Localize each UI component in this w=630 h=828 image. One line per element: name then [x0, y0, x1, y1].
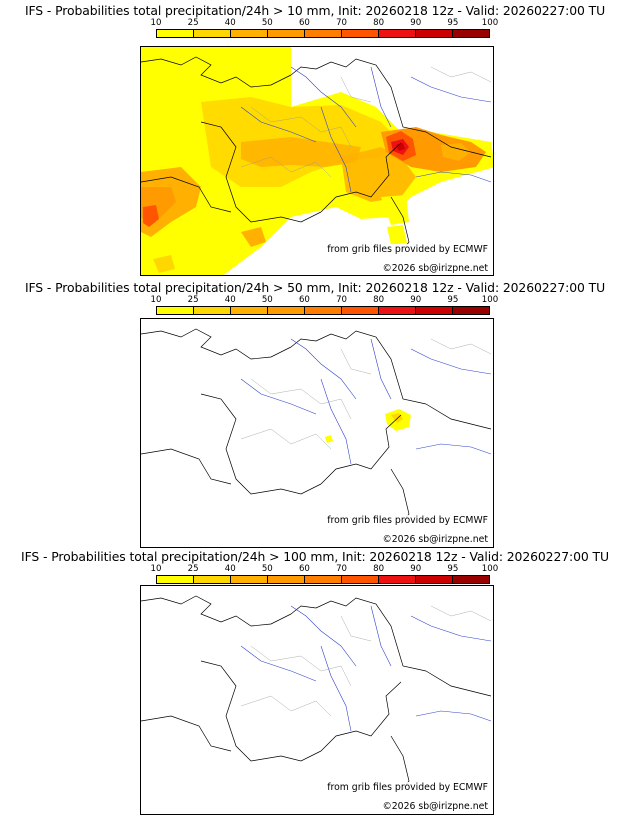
copyright-credit: ©2026 sb@irizpne.net — [381, 801, 489, 812]
borders — [141, 56, 492, 253]
colorbar-swatch — [157, 576, 194, 583]
colorbar-legend: 10 25 40 50 60 70 80 90 95 100 — [151, 564, 499, 588]
precip-map — [141, 595, 492, 792]
colorbar-legend: 10 25 40 50 60 70 80 90 95 100 — [151, 295, 499, 319]
colorbar-tick: 10 — [150, 18, 162, 28]
colorbar-legend: 10 25 40 50 60 70 80 90 95 100 — [151, 18, 499, 42]
colorbar-tick: 90 — [410, 295, 422, 305]
precip-map — [141, 328, 492, 525]
colorbar-tick: 40 — [224, 295, 236, 305]
colorbar-tick: 60 — [298, 295, 310, 305]
colorbar-tick: 10 — [150, 564, 162, 574]
colorbar-tick: 60 — [298, 18, 310, 28]
colorbar-tick: 100 — [481, 295, 499, 305]
panel-title: IFS - Probabilities total precipitation/… — [24, 3, 606, 18]
colorbar-tick: 95 — [447, 18, 459, 28]
colorbar-tick: 90 — [410, 564, 422, 574]
borders — [141, 595, 492, 792]
colorbar-tick: 100 — [481, 564, 499, 574]
data-source-credit: from grib files provided by ECMWF — [326, 782, 489, 793]
colorbar-tick: 25 — [187, 564, 199, 574]
colorbar-swatch — [342, 307, 379, 314]
colorbar-tick: 50 — [261, 564, 273, 574]
colorbar-swatch — [416, 30, 453, 37]
colorbar-swatch — [453, 30, 489, 37]
colorbar-swatch — [231, 576, 268, 583]
colorbar-tick: 95 — [447, 564, 459, 574]
colorbar-tick: 80 — [373, 295, 385, 305]
colorbar-tick: 70 — [336, 295, 347, 305]
colorbar-tick: 90 — [410, 18, 422, 28]
colorbar-ticks: 10 25 40 50 60 70 80 90 95 100 — [151, 18, 499, 28]
colorbar-tick: 40 — [224, 564, 236, 574]
rivers — [240, 605, 492, 732]
colorbar-swatch — [379, 30, 416, 37]
map-panel-100mm: IFS - Probabilities total precipitation/… — [0, 546, 630, 822]
colorbar-tick: 70 — [336, 564, 347, 574]
colorbar-tick: 95 — [447, 295, 459, 305]
colorbar-swatch — [194, 576, 231, 583]
copyright-credit: ©2026 sb@irizpne.net — [381, 534, 489, 545]
colorbar-swatch — [231, 307, 268, 314]
colorbar-swatch — [379, 576, 416, 583]
colorbar-swatch — [231, 30, 268, 37]
colorbar-tick: 25 — [187, 18, 199, 28]
borders — [141, 328, 492, 525]
rivers — [240, 66, 492, 193]
data-source-credit: from grib files provided by ECMWF — [326, 244, 489, 255]
colorbar-tick: 60 — [298, 564, 310, 574]
colorbar-tick: 80 — [373, 564, 385, 574]
colorbar-swatch — [305, 576, 342, 583]
colorbar-swatch — [342, 30, 379, 37]
precip-shading — [325, 409, 411, 443]
colorbar-swatch — [157, 30, 194, 37]
precip-shading — [141, 47, 493, 275]
colorbar-swatch — [194, 30, 231, 37]
colorbar-tick: 50 — [261, 18, 273, 28]
colorbar-swatch — [453, 307, 489, 314]
data-source-credit: from grib files provided by ECMWF — [326, 515, 489, 526]
colorbar-swatches — [156, 29, 490, 38]
colorbar-swatch — [268, 307, 305, 314]
panel-title: IFS - Probabilities total precipitation/… — [24, 280, 606, 295]
colorbar-swatch — [453, 576, 489, 583]
precip-map — [141, 47, 493, 275]
colorbar-swatch — [342, 576, 379, 583]
colorbar-swatch — [305, 307, 342, 314]
colorbar-ticks: 10 25 40 50 60 70 80 90 95 100 — [151, 564, 499, 574]
colorbar-swatch — [305, 30, 342, 37]
colorbar-tick: 40 — [224, 18, 236, 28]
colorbar-ticks: 10 25 40 50 60 70 80 90 95 100 — [151, 295, 499, 305]
colorbar-swatches — [156, 306, 490, 315]
colorbar-swatch — [416, 576, 453, 583]
colorbar-swatches — [156, 575, 490, 584]
colorbar-tick: 70 — [336, 18, 347, 28]
regional-borders — [240, 66, 492, 178]
panel-title: IFS - Probabilities total precipitation/… — [21, 549, 609, 564]
colorbar-swatch — [268, 30, 305, 37]
colorbar-swatch — [157, 307, 194, 314]
colorbar-tick: 80 — [373, 18, 385, 28]
colorbar-swatch — [194, 307, 231, 314]
rivers — [240, 338, 492, 465]
colorbar-tick: 100 — [481, 18, 499, 28]
colorbar-tick: 10 — [150, 295, 162, 305]
colorbar-swatch — [268, 576, 305, 583]
regional-borders — [240, 605, 492, 717]
colorbar-swatch — [416, 307, 453, 314]
map-frame: from grib files provided by ECMWF ©2026 … — [140, 585, 494, 815]
colorbar-tick: 50 — [261, 295, 273, 305]
regional-borders — [240, 338, 492, 450]
map-panel-10mm: IFS - Probabilities total precipitation/… — [0, 0, 630, 276]
map-panel-50mm: IFS - Probabilities total precipitation/… — [0, 277, 630, 553]
copyright-credit: ©2026 sb@irizpne.net — [381, 263, 489, 274]
colorbar-swatch — [379, 307, 416, 314]
colorbar-tick: 25 — [187, 295, 199, 305]
map-frame: from grib files provided by ECMWF ©2026 … — [140, 318, 494, 548]
map-frame: from grib files provided by ECMWF ©2026 … — [140, 46, 494, 276]
